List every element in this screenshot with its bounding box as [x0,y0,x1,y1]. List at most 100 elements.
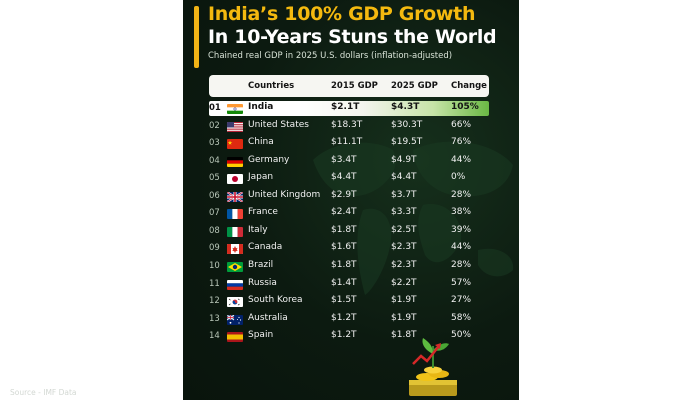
row-gdp-2025: $4.4T [391,172,417,183]
row-gdp-2015: $1.2T [331,330,357,341]
row-change: 58% [451,312,472,323]
source-note: Source - IMF Data [10,388,77,397]
row-change: 50% [451,330,472,341]
row-gdp-2015: $1.8T [331,259,357,270]
row-rank: 01 [209,103,221,113]
row-change: 66% [451,119,472,130]
row-rank: 14 [209,331,220,342]
money-growth-icon [409,338,457,396]
subtitle: Chained real GDP in 2025 U.S. dollars (i… [208,51,453,61]
table-row: 04 Germany $3.4T $4.9T 44% [209,154,489,169]
header-2025-gdp: 2025 GDP [391,81,438,91]
row-gdp-2015: $1.4T [331,277,357,288]
row-country: United States [248,119,309,130]
row-gdp-2025: $2.2T [391,277,417,288]
row-gdp-2015: $1.5T [331,295,357,306]
row-rank: 04 [209,155,220,166]
row-gdp-2025: $2.3T [391,242,417,253]
spain-flag-icon [227,332,243,343]
row-country: Australia [248,312,288,323]
row-change: 28% [451,259,472,270]
brazil-flag-icon [227,261,243,272]
row-country: Canada [248,242,283,253]
row-country: China [248,137,274,148]
japan-flag-icon [227,174,243,185]
table-row: 10 Brazil $1.8T $2.3T 28% [209,259,489,274]
title-accent-bar [194,6,199,68]
header-change: Change [451,81,487,91]
table-row: 01 India $2.1T $4.3T 105% [209,101,489,116]
infographic-card: India’s 100% GDP Growth In 10-Years Stun… [183,0,519,400]
row-gdp-2015: $1.2T [331,312,357,323]
row-rank: 13 [209,313,220,324]
china-flag-icon [227,139,243,150]
table-row: 13 Australia $1.2T $1.9T 58% [209,312,489,327]
table-row: 07 France $2.4T $3.3T 38% [209,206,489,221]
italy-flag-icon [227,226,243,237]
row-gdp-2025: $3.7T [391,189,417,200]
australia-flag-icon [227,314,243,325]
table-row: 08 Italy $1.8T $2.5T 39% [209,224,489,239]
row-gdp-2025: $4.3T [391,102,420,112]
russia-flag-icon [227,279,243,290]
row-rank: 06 [209,190,220,201]
row-gdp-2015: $2.4T [331,207,357,218]
table-row: 05 Japan $4.4T $4.4T 0% [209,171,489,186]
row-gdp-2025: $1.8T [391,330,417,341]
row-change: 105% [451,102,479,112]
row-gdp-2025: $4.9T [391,154,417,165]
title-line-2: In 10-Years Stuns the World [208,26,497,48]
world-map-background [313,141,514,295]
table-row: 09 Canada $1.6T $2.3T 44% [209,241,489,256]
row-country: Spain [248,330,274,341]
row-gdp-2015: $2.1T [331,102,360,112]
row-rank: 10 [209,260,220,271]
table-row: 02 United States $18.3T $30.3T 66% [209,119,489,134]
row-rank: 03 [209,138,220,149]
row-country: Italy [248,224,268,235]
title-line-1: India’s 100% GDP Growth [208,3,476,25]
row-rank: 11 [209,278,220,289]
row-rank: 09 [209,243,220,254]
canada-flag-icon [227,244,243,255]
row-change: 0% [451,172,466,183]
row-change: 39% [451,224,472,235]
row-change: 38% [451,207,472,218]
row-change: 28% [451,189,472,200]
row-country: United Kingdom [248,189,321,200]
row-change: 27% [451,295,472,306]
row-country: South Korea [248,295,303,306]
row-gdp-2015: $11.1T [331,137,363,148]
header-2015-gdp: 2015 GDP [331,81,378,91]
row-gdp-2025: $2.5T [391,224,417,235]
row-change: 44% [451,154,472,165]
row-gdp-2025: $1.9T [391,295,417,306]
row-country: Russia [248,277,277,288]
table-row: 14 Spain $1.2T $1.8T 50% [209,329,489,344]
table-header: Countries 2015 GDP 2025 GDP Change [209,75,489,97]
uk-flag-icon [227,191,243,202]
row-country: Japan [248,172,274,183]
row-gdp-2015: $1.8T [331,224,357,235]
row-rank: 08 [209,225,220,236]
row-gdp-2015: $3.4T [331,154,357,165]
row-gdp-2015: $18.3T [331,119,363,130]
south-korea-flag-icon [227,297,243,308]
row-rank: 07 [209,208,220,219]
table-row: 12 South Korea $1.5T $1.9T 27% [209,294,489,309]
header-countries: Countries [248,81,295,91]
row-gdp-2015: $2.9T [331,189,357,200]
row-change: 76% [451,137,472,148]
row-gdp-2025: $2.3T [391,259,417,270]
table-row: 11 Russia $1.4T $2.2T 57% [209,277,489,292]
india-flag-icon [227,104,243,114]
row-country: Brazil [248,259,274,270]
row-gdp-2015: $1.6T [331,242,357,253]
row-country: Germany [248,154,290,165]
row-country: India [248,102,274,112]
row-change: 44% [451,242,472,253]
row-country: France [248,207,278,218]
row-rank: 02 [209,120,220,131]
germany-flag-icon [227,156,243,167]
row-rank: 12 [209,296,220,307]
